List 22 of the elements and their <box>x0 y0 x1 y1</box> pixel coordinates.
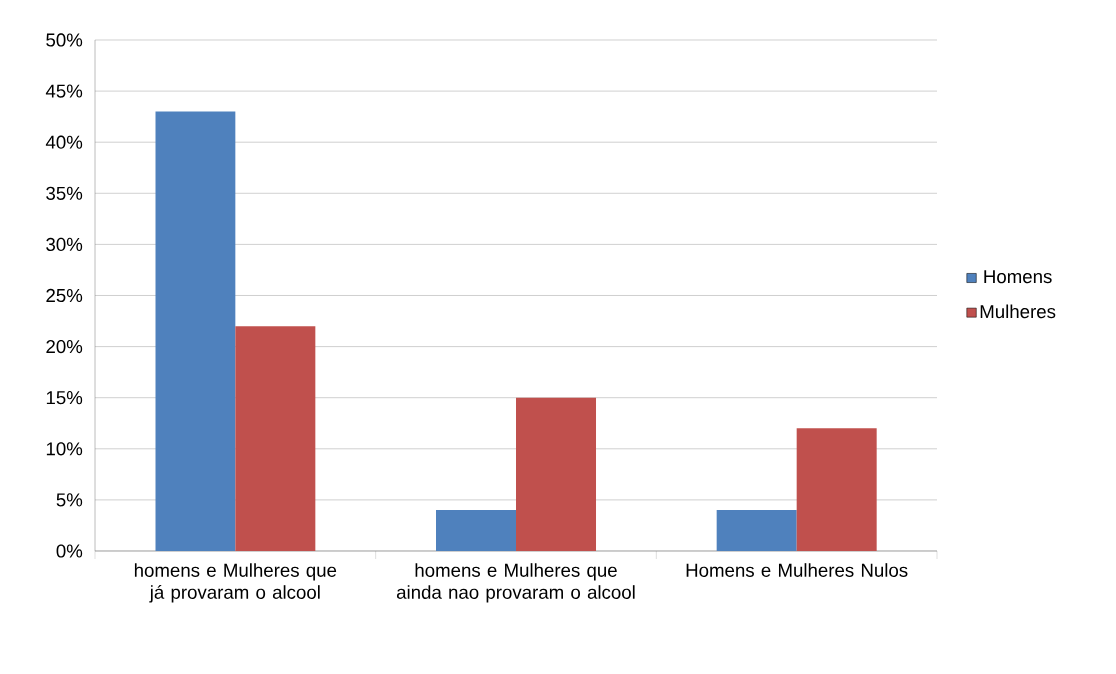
y-tick-label: 5% <box>56 493 83 507</box>
legend-label: Homens <box>984 270 1052 284</box>
legend-label: Mulheres <box>980 304 1056 319</box>
x-tick-label: Homens e Mulheres Nulos <box>686 563 908 577</box>
y-tick-label: 45% <box>45 84 83 98</box>
y-tick-label: 10% <box>46 442 83 456</box>
x-tick-label: homens e Mulheres que ainda nao provaram o alcool <box>396 563 635 603</box>
bar <box>516 397 597 551</box>
y-tick-label: 25% <box>46 288 83 303</box>
y-tick-label: 0% <box>56 544 83 558</box>
y-tick-label: 40% <box>45 135 83 149</box>
y-tick-label: 20% <box>46 339 83 354</box>
x-tick-label: homens e Mulheres que já provaram o alcool <box>134 563 337 603</box>
y-tick-label: 15% <box>46 391 83 405</box>
y-tick-label: 50% <box>46 33 83 47</box>
bar <box>436 510 517 551</box>
y-tick-label: 35% <box>46 186 83 200</box>
bar <box>155 111 236 551</box>
bar <box>716 510 797 551</box>
y-tick-label: 30% <box>46 237 83 252</box>
bar <box>796 428 877 551</box>
bar <box>235 326 316 551</box>
